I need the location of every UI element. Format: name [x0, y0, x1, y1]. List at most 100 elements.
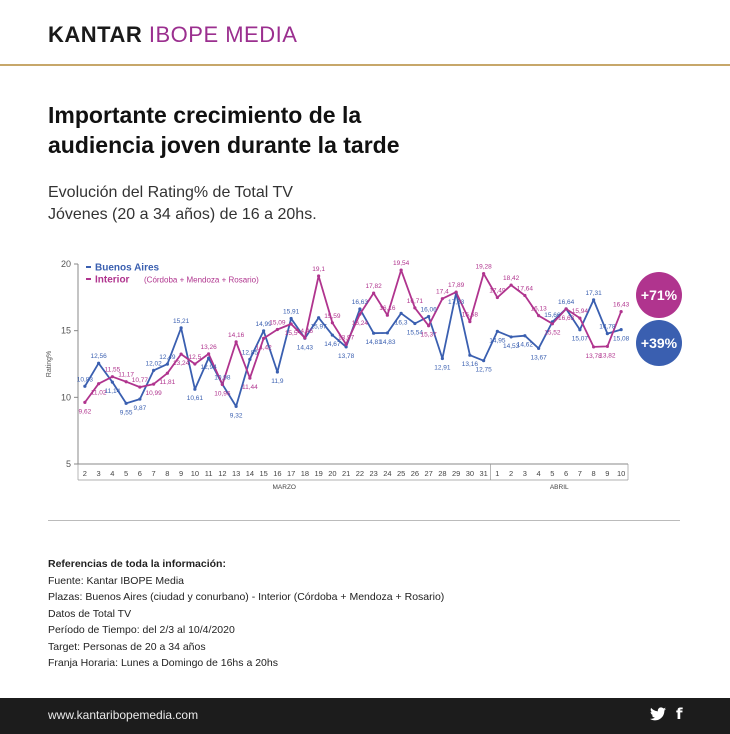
facebook-icon[interactable]: f [676, 705, 683, 723]
x-tick-label: 3 [97, 469, 101, 478]
month-label-marzo: MARZO [273, 484, 296, 491]
data-label: 11,17 [118, 372, 134, 379]
data-label: 13,16 [462, 361, 479, 368]
data-point [495, 329, 499, 333]
x-tick-label: 19 [314, 469, 322, 478]
data-point [179, 352, 183, 356]
data-label: 15,37 [420, 332, 437, 339]
data-point [262, 329, 266, 333]
data-label: 16,24 [352, 320, 369, 327]
data-label: 11,02 [91, 390, 107, 397]
x-tick-label: 1 [495, 469, 499, 478]
x-tick-label: 25 [397, 469, 405, 478]
data-point [523, 334, 527, 338]
data-point [605, 344, 609, 348]
data-label: 17,89 [448, 282, 465, 289]
x-tick-label: 6 [564, 469, 568, 478]
data-label: 13,97 [338, 334, 355, 341]
data-label: 13,78 [338, 353, 355, 360]
x-tick-label: 13 [232, 469, 240, 478]
data-label: 14,62 [517, 342, 534, 349]
x-tick-label: 26 [411, 469, 419, 478]
data-label: 13,26 [200, 344, 217, 351]
data-point [193, 362, 197, 366]
data-label: 12,91 [434, 365, 451, 372]
data-point [275, 370, 279, 374]
data-point [468, 353, 472, 357]
data-label: 10,77 [132, 377, 149, 384]
data-label: 14,83 [379, 339, 396, 346]
data-point [413, 321, 417, 326]
data-point [97, 382, 101, 386]
x-tick-label: 7 [152, 469, 156, 478]
data-point [358, 312, 362, 316]
chart-subtitle: Evolución del Rating% de Total TV Jóvene… [48, 182, 317, 226]
data-point [152, 368, 156, 372]
data-label: 14,42 [255, 344, 272, 351]
data-label: 12,49 [159, 354, 176, 361]
data-label: 15,09 [269, 319, 286, 326]
data-point [358, 307, 362, 311]
data-point [440, 297, 444, 301]
x-tick-label: 4 [537, 469, 541, 478]
data-point [110, 380, 114, 384]
footer-bar: www.kantaribopemedia.com f [0, 698, 730, 734]
website-link[interactable]: www.kantaribopemedia.com [48, 708, 199, 722]
data-label: 14,78 [599, 324, 616, 331]
data-label: 15,52 [544, 330, 561, 337]
data-point [564, 307, 568, 311]
data-point [83, 384, 87, 388]
x-tick-label: 4 [110, 469, 114, 478]
data-point [124, 380, 128, 384]
data-point [330, 321, 334, 325]
data-label: 13,82 [599, 352, 616, 359]
data-label: 14,81 [365, 339, 382, 346]
data-label: 15,97 [310, 324, 327, 331]
reference-line: Período de Tiempo: del 2/3 al 10/4/2020 [48, 624, 235, 636]
data-point [482, 272, 486, 276]
twitter-icon[interactable] [650, 707, 666, 726]
data-label: 17,49 [489, 287, 506, 294]
section-divider [48, 520, 680, 521]
page-headline: Importante crecimiento de la audiencia j… [48, 102, 400, 158]
data-point [537, 346, 541, 350]
data-label: 14,46 [297, 328, 314, 335]
data-label: 9,87 [134, 405, 147, 412]
data-point [248, 357, 252, 361]
data-label: 17,4 [436, 289, 449, 296]
reference-line: Datos de Total TV [48, 607, 132, 620]
data-point [523, 293, 527, 298]
data-label: 16,06 [420, 307, 437, 314]
data-point [234, 340, 238, 344]
x-tick-label: 14 [246, 469, 254, 478]
x-tick-label: 9 [605, 469, 609, 478]
data-label: 12,5 [189, 354, 202, 361]
data-label: 14,99 [255, 321, 272, 328]
data-point [138, 397, 142, 401]
x-tick-label: 2 [509, 469, 513, 478]
y-tick-label: 10 [61, 392, 71, 402]
data-point [207, 356, 211, 360]
data-point [578, 316, 582, 320]
data-point [193, 387, 197, 391]
data-point [537, 314, 541, 318]
data-point [138, 385, 142, 389]
data-label: 17,82 [365, 283, 382, 290]
data-label: 14,95 [489, 337, 506, 344]
x-tick-label: 29 [452, 469, 460, 478]
data-point [372, 291, 376, 295]
reference-line: Plazas: Buenos Aires (ciudad y conurbano… [48, 591, 445, 603]
data-label: 9,62 [79, 408, 92, 415]
data-label: 12,02 [145, 360, 162, 367]
x-tick-label: 24 [383, 469, 391, 478]
data-point [303, 336, 307, 340]
x-tick-label: 8 [165, 469, 169, 478]
data-label: 9,55 [120, 409, 133, 416]
data-point [468, 320, 472, 324]
data-point [289, 316, 293, 321]
data-point [578, 328, 582, 332]
data-label: 13,24 [173, 360, 190, 367]
x-tick-label: 23 [369, 469, 377, 478]
data-label: 17,31 [585, 290, 602, 297]
x-tick-label: 12 [218, 469, 226, 478]
